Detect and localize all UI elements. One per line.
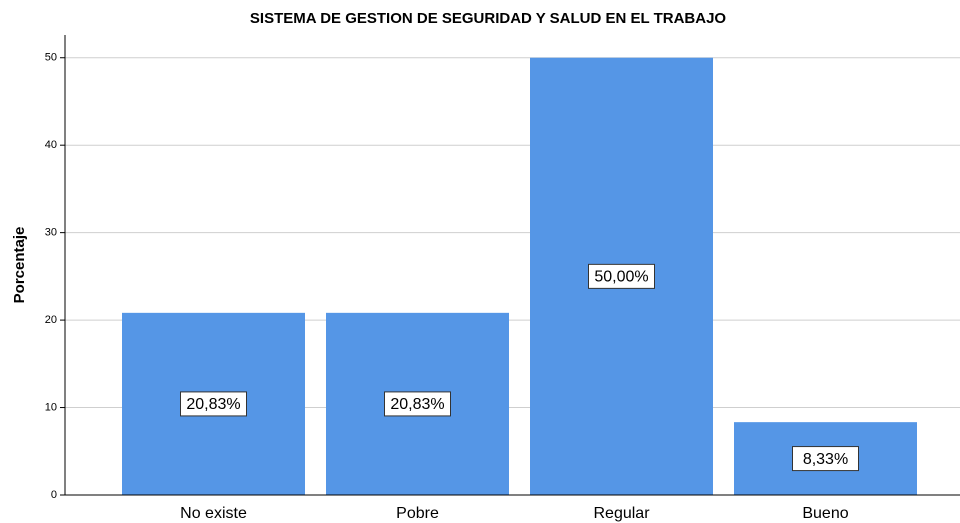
value-label: 20,83% bbox=[390, 396, 444, 413]
x-tick-label: Regular bbox=[593, 505, 650, 522]
y-tick-label: 40 bbox=[45, 139, 57, 151]
chart-title: SISTEMA DE GESTION DE SEGURIDAD Y SALUD … bbox=[250, 10, 727, 27]
value-label-box bbox=[792, 446, 859, 472]
x-tick-label: Pobre bbox=[396, 505, 439, 522]
y-tick-label: 10 bbox=[45, 401, 57, 413]
x-tick-label: No existe bbox=[180, 505, 247, 522]
value-label: 20,83% bbox=[186, 396, 240, 413]
value-label-box bbox=[180, 391, 247, 417]
x-tick-label: Bueno bbox=[802, 505, 848, 522]
value-label: 50,00% bbox=[594, 269, 648, 286]
y-tick-label: 20 bbox=[45, 314, 57, 326]
value-label: 8,33% bbox=[803, 451, 848, 468]
y-tick-label: 50 bbox=[45, 52, 57, 64]
y-axis-label: Porcentaje bbox=[11, 227, 28, 304]
value-label-box bbox=[588, 263, 655, 289]
value-label-box bbox=[384, 391, 451, 417]
y-tick-label: 30 bbox=[45, 227, 57, 239]
y-tick-label: 0 bbox=[51, 489, 57, 501]
